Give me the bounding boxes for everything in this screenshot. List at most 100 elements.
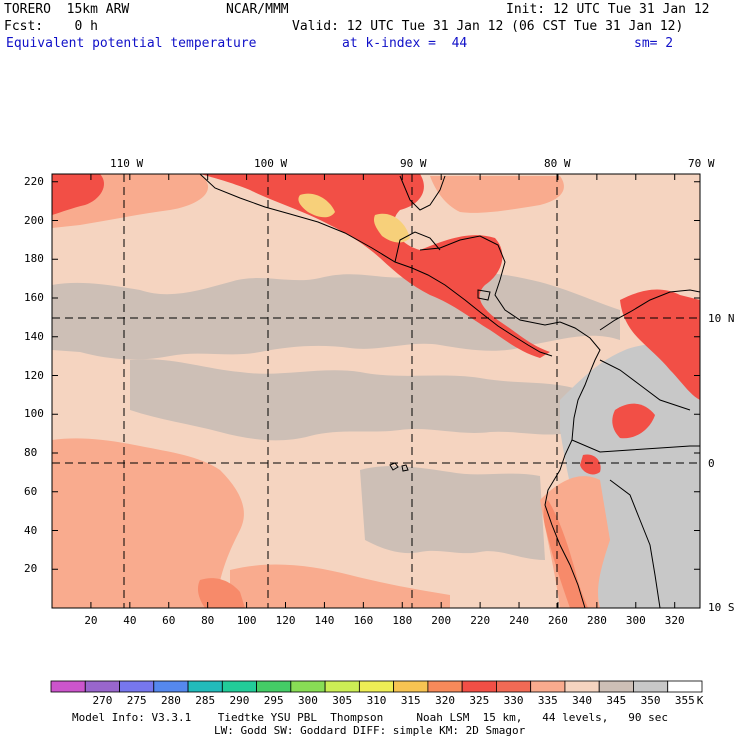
lon-label-110w: 110 W: [110, 157, 144, 170]
hottest-guatemala: [373, 213, 410, 243]
colorbar-value: 325: [469, 694, 490, 707]
colorbar-swatch: [427, 680, 463, 693]
yucatan-coast: [399, 175, 446, 211]
colorbar-swatch: [633, 680, 669, 693]
x-tick-label: 240: [509, 614, 529, 627]
y-tick-label: 180: [24, 252, 44, 266]
x-tick-label: 20: [84, 614, 98, 627]
guatemala-borders: [394, 231, 441, 263]
init-time: Init: 12 UTC Tue 31 Jan 12: [506, 2, 710, 17]
salmon-caribbean: [430, 176, 564, 213]
colorbar-unit: K: [696, 694, 704, 707]
hot-ecuador: [580, 454, 601, 475]
y-tick-label: 220: [24, 174, 44, 188]
contour-field: [52, 174, 700, 608]
x-tick-label: 320: [664, 614, 685, 627]
gray-band-equatorial: [360, 466, 545, 560]
colorbar-swatch: [324, 680, 360, 693]
lon-label-70w: 70 W: [688, 157, 715, 170]
x-tick-label: 160: [353, 614, 374, 627]
y-tick-label: 160: [24, 291, 44, 304]
colorbar-value: 290: [229, 694, 250, 707]
colorbar-swatch: [84, 680, 120, 693]
hot-southwest-spot: [197, 578, 245, 608]
graticule: [52, 174, 700, 608]
hot-northwest: [52, 174, 105, 215]
x-tick-label: 120: [275, 614, 296, 627]
model-info-line2: LW: Godd SW: Goddard DIFF: simple KM: 2D…: [214, 724, 526, 737]
y-tick-label: 60: [24, 484, 38, 498]
colorbar-value: 350: [640, 694, 661, 707]
lon-label-80w: 80 W: [544, 157, 571, 170]
lat-label-0: 0: [708, 457, 715, 470]
hot-mexico-coast: [200, 174, 550, 358]
south-america-border-1: [571, 439, 700, 453]
forecast-hour: Fcst: 0 h: [4, 19, 98, 34]
colorbar-value: 320: [435, 694, 455, 707]
hot-venezuela: [620, 289, 700, 400]
x-tick-label: 280: [586, 614, 607, 627]
colorbar-value: 345: [606, 694, 627, 707]
field-name: Equivalent potential temperature: [6, 36, 257, 51]
x-tick-label: 300: [625, 614, 646, 627]
colorbar-swatch: [290, 680, 326, 693]
center-name: NCAR/MMM: [226, 2, 289, 17]
x-tick-label: 220: [470, 614, 491, 627]
colorbar-value: 285: [195, 694, 216, 707]
x-tick-label: 260: [548, 614, 568, 627]
colorbar-value: 355: [674, 694, 695, 707]
hot-colombia-interior: [612, 403, 655, 439]
colorbar-value: 315: [400, 694, 421, 707]
colorbar-swatch: [530, 680, 566, 693]
lat-label-10s: 10 S: [708, 601, 735, 614]
y-tick-label: 140: [24, 329, 44, 343]
model-info-line1: Model Info: V3.3.1 Tiedtke YSU PBL Thomp…: [72, 711, 669, 724]
axis-ticks: [52, 174, 700, 608]
colorbar-value: 335: [537, 694, 558, 707]
colorbar-value: 300: [298, 694, 318, 707]
colorbar-value: 275: [126, 694, 147, 707]
x-tick-label: 140: [314, 614, 335, 627]
x-tick-label: 180: [392, 614, 413, 627]
colorbar: [50, 680, 703, 693]
y-tick-label: 20: [24, 562, 38, 576]
colorbar-value: 340: [572, 694, 593, 707]
colorbar-swatch: [461, 680, 497, 693]
nicaragua-lake: [477, 289, 491, 301]
hottest-mexico: [298, 193, 335, 218]
colorbar-swatch: [667, 680, 703, 693]
colorbar-swatch: [496, 680, 532, 693]
x-tick-label: 100: [236, 614, 257, 627]
colorbar-value: 310: [366, 694, 387, 707]
colorbar-swatch: [119, 680, 155, 693]
colorbar-value: 305: [332, 694, 353, 707]
south-america-border-3: [599, 359, 691, 411]
colorbar-swatch: [393, 680, 429, 693]
y-tick-label: 40: [24, 523, 38, 537]
colorbar-swatch: [153, 680, 189, 693]
valid-time: Valid: 12 UTC Tue 31 Jan 12 (06 CST Tue …: [292, 19, 684, 34]
colorbar-value: 280: [160, 694, 181, 707]
colorbar-swatch: [221, 680, 257, 693]
y-tick-label: 80: [24, 446, 38, 459]
colorbar-swatch: [358, 680, 395, 693]
colorbar-swatch: [564, 680, 600, 693]
y-tick-label: 100: [24, 407, 44, 421]
salmon-south-central: [230, 564, 450, 608]
salmon-southeast: [540, 476, 610, 608]
y-tick-label: 120: [24, 368, 44, 382]
colorbar-value: 295: [263, 694, 284, 707]
lat-label-10n: 10 N: [708, 312, 735, 325]
gray-band-west: [52, 298, 110, 347]
colorbar-value: 330: [503, 694, 524, 707]
level-index: at k-index = 44: [342, 36, 468, 51]
colorbar-swatch: [256, 680, 292, 693]
colorbar-value: 270: [92, 694, 113, 707]
x-tick-label: 60: [162, 614, 176, 627]
central-america-caribbean: [419, 235, 561, 326]
model-name: TORERO 15km ARW: [4, 2, 130, 17]
salmon-southwest: [52, 438, 244, 608]
y-tick-label: 200: [24, 213, 44, 227]
gray-band-mid: [130, 359, 580, 441]
